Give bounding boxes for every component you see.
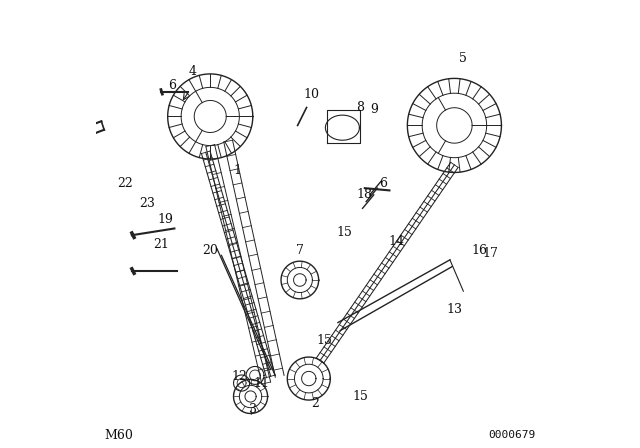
Text: 15: 15 [337,226,353,240]
Text: M60: M60 [104,429,133,442]
Text: 15: 15 [317,334,332,347]
Text: 15: 15 [353,390,368,403]
Text: 1: 1 [233,164,241,177]
Text: 16: 16 [471,244,487,258]
Text: 10: 10 [303,87,319,101]
Text: 19: 19 [157,213,173,226]
Text: 12: 12 [232,370,247,383]
Text: 14: 14 [388,235,404,249]
Text: 20: 20 [202,244,218,258]
Text: 8: 8 [356,101,364,114]
Text: 6: 6 [379,177,387,190]
Text: 11: 11 [253,376,270,390]
Text: 17: 17 [483,246,498,260]
Text: 4: 4 [188,65,196,78]
Text: 7: 7 [296,244,304,258]
Text: 21: 21 [153,237,169,251]
Text: 5: 5 [460,52,467,65]
Text: 9: 9 [370,103,378,116]
Text: 0000679: 0000679 [488,431,535,440]
Text: 22: 22 [117,177,133,190]
Text: 23: 23 [140,197,156,211]
Text: 18: 18 [357,188,372,202]
Text: 13: 13 [447,302,463,316]
Text: 2: 2 [312,396,319,410]
Text: 3: 3 [249,403,257,417]
Text: 6: 6 [168,78,176,92]
